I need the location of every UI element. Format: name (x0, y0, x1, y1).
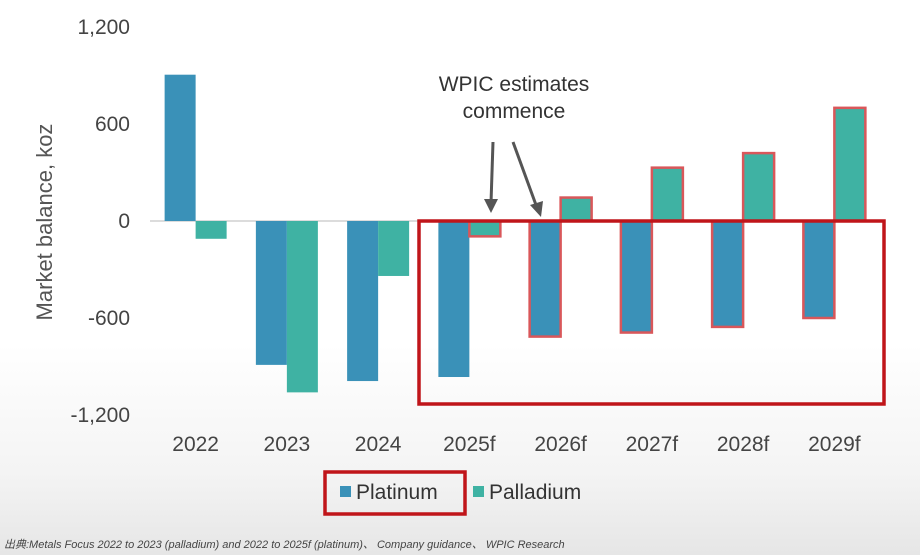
bar-platinum-2028f (710, 219, 745, 329)
x-tick-label: 2028f (717, 433, 770, 456)
bar-platinum-2023 (255, 221, 287, 365)
y-axis-label: Market balance, koz (32, 124, 57, 321)
bar-palladium-2024 (378, 221, 410, 276)
x-tick-label: 2027f (626, 433, 679, 456)
annotation-arrowhead-left (484, 199, 498, 213)
legend-label-palladium: Palladium (489, 481, 581, 504)
bar-palladium-2028f (741, 151, 776, 223)
bar-platinum-2027f (619, 219, 654, 334)
annotation-arrowhead-right (530, 201, 543, 217)
bar-palladium-2025f (468, 219, 502, 238)
bar-palladium-2023 (286, 221, 318, 393)
annotation-line-1: WPIC estimates (439, 73, 590, 96)
bar-platinum-2022 (164, 74, 196, 221)
bar-palladium-2029f (833, 106, 867, 223)
x-tick-label: 2022 (172, 433, 219, 456)
annotation-arrow-right (511, 141, 538, 206)
source-note: 出典:Metals Focus 2022 to 2023 (palladium)… (4, 539, 565, 551)
y-tick-label: 600 (95, 113, 130, 136)
y-tick-label: 1,200 (77, 16, 130, 39)
x-tick-label: 2029f (808, 433, 861, 456)
x-tick-label: 2023 (264, 433, 311, 456)
y-tick-label: -1,200 (70, 404, 130, 427)
y-tick-label: 0 (118, 210, 130, 233)
x-axis-ticks: 2022 2023 2024 2025f 2026f 2027f 2028f 2029f (172, 433, 861, 456)
forecast-highlight-box (417, 219, 886, 406)
bar-platinum-2024 (347, 221, 379, 382)
legend-swatch-platinum (340, 486, 351, 497)
bar-platinum-2025f (438, 221, 470, 378)
bar-palladium-2027f (650, 166, 685, 223)
legend-swatch-palladium (473, 486, 484, 497)
bar-palladium-2026f (559, 196, 593, 223)
x-tick-label: 2026f (534, 433, 587, 456)
bar-palladium-2022 (195, 221, 227, 239)
x-tick-label: 2025f (443, 433, 496, 456)
x-tick-label: 2024 (355, 433, 402, 456)
bar-platinum-2026f (528, 219, 562, 338)
bars-group (164, 74, 867, 393)
annotation-line-2: commence (463, 100, 566, 123)
y-tick-label: -600 (88, 307, 130, 330)
legend: Platinum Palladium (323, 470, 581, 516)
legend-label-platinum: Platinum (356, 481, 438, 504)
wpic-annotation: WPIC estimates commence (439, 73, 590, 217)
y-axis-ticks: 1,200 600 0 -600 -1,200 (70, 16, 130, 427)
bar-platinum-2029f (802, 219, 836, 320)
annotation-arrow-left (489, 141, 495, 204)
legend-platinum-highlight (323, 470, 467, 516)
